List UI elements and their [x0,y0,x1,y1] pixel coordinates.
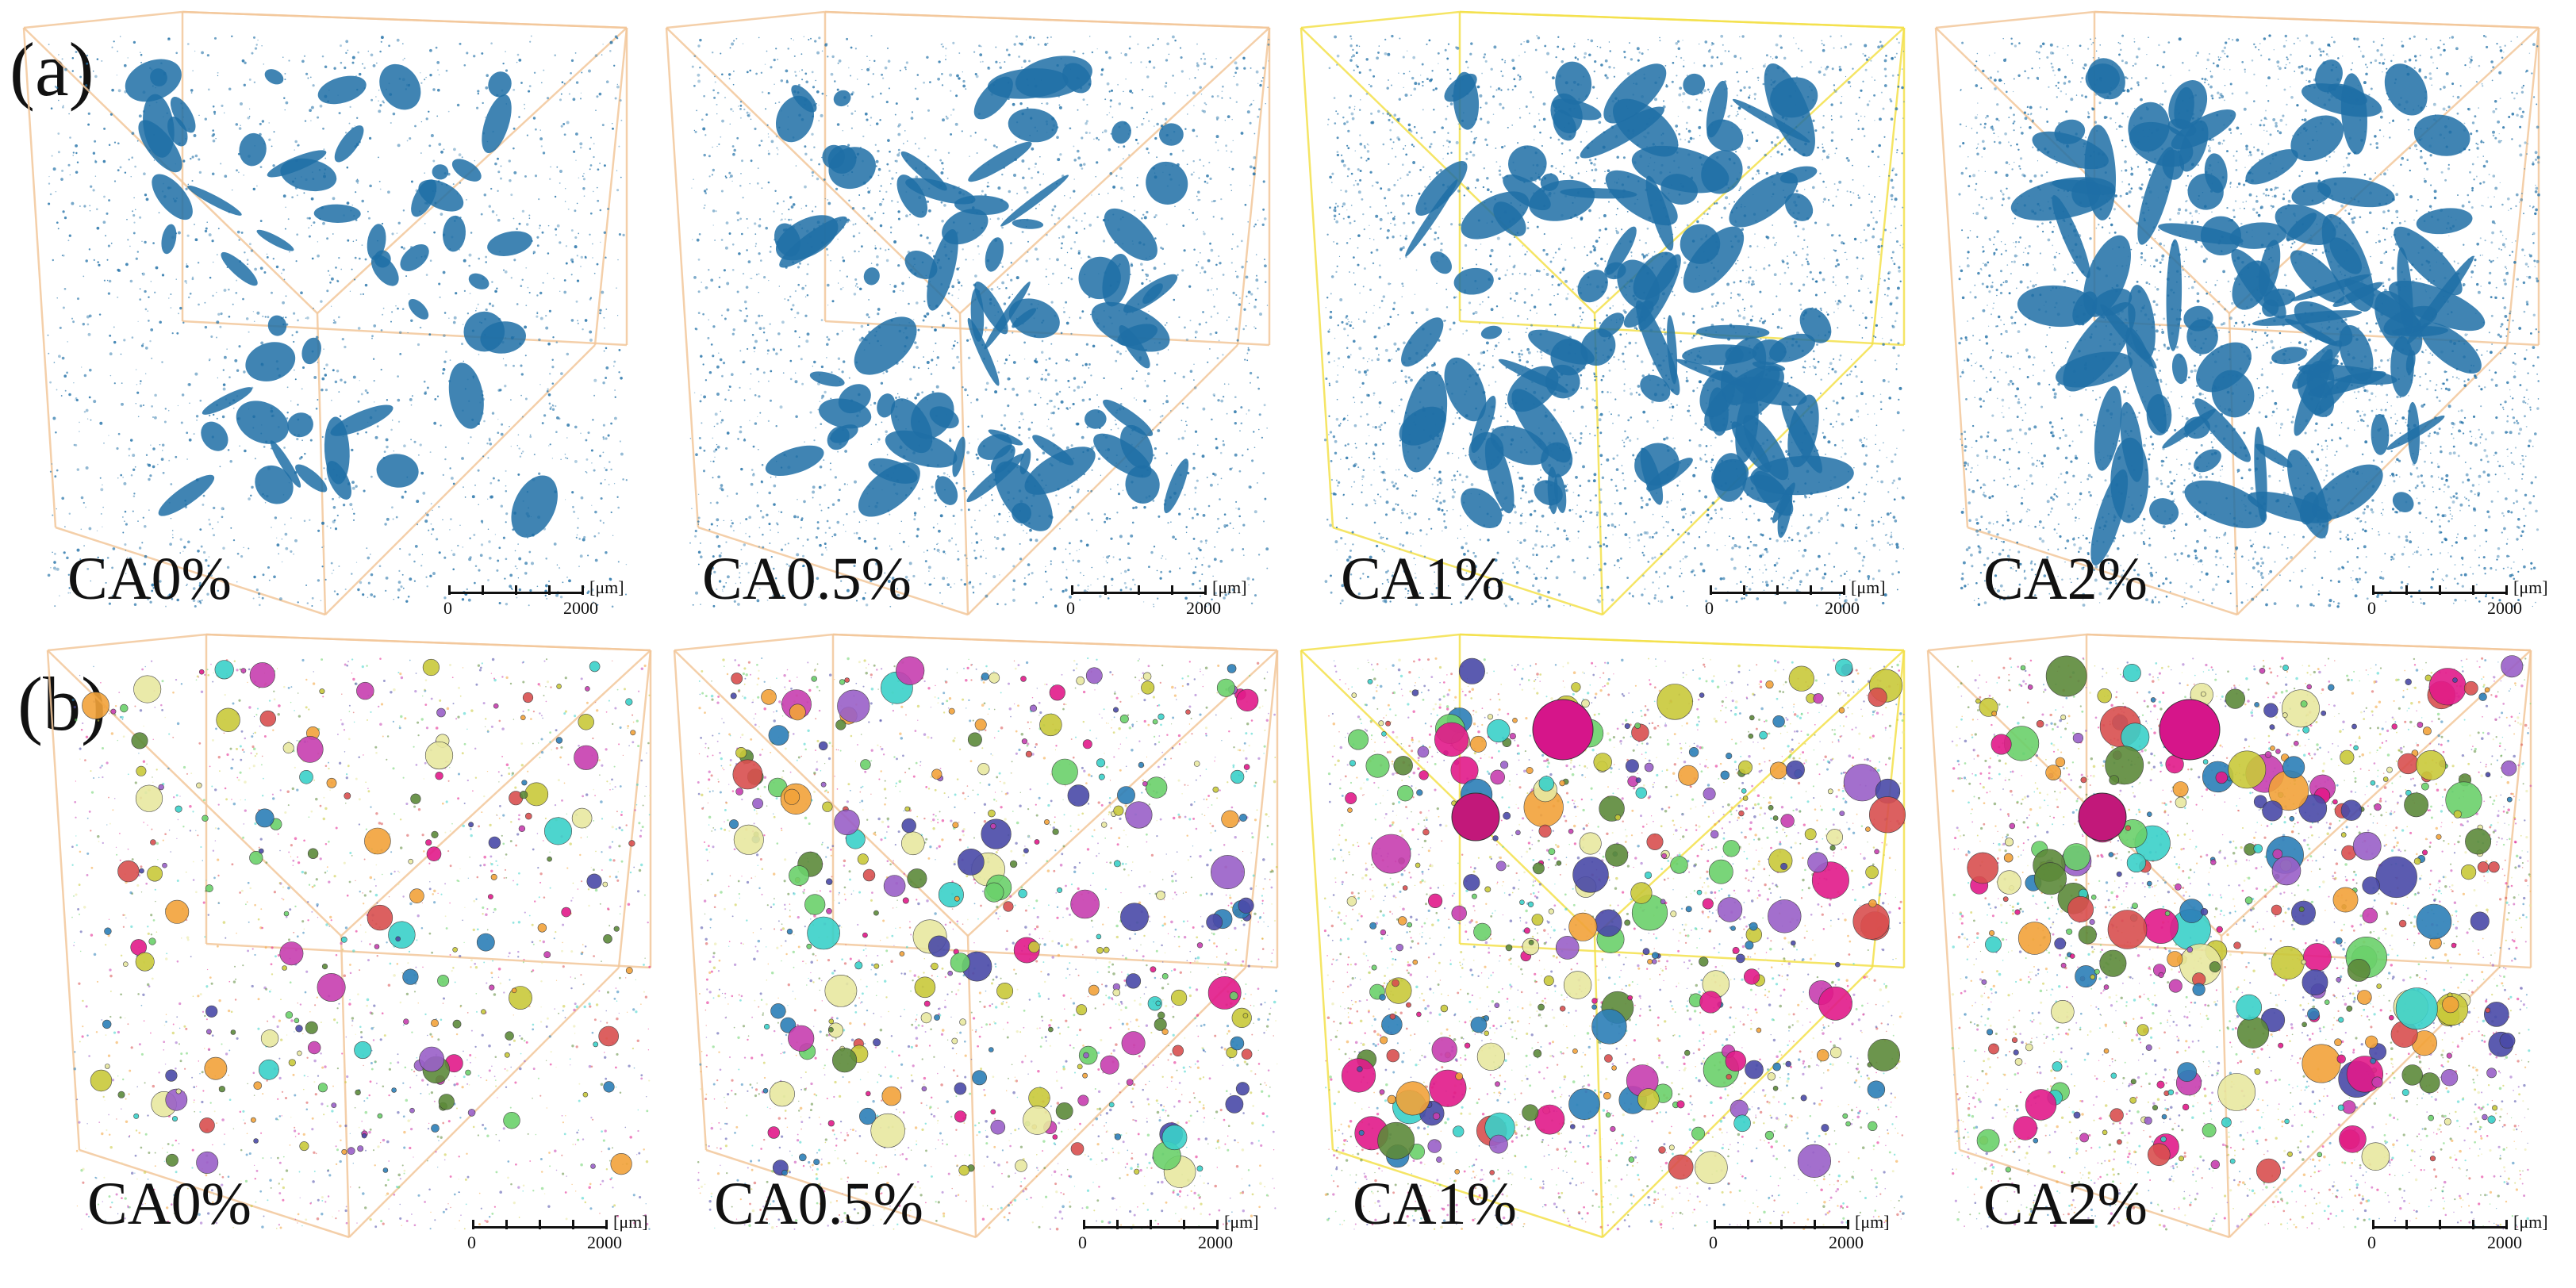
pore-cloud [697,656,1278,1231]
scale-unit: [μm] [1224,1212,1259,1232]
pore-spheres-render [1926,633,2532,1239]
pore-cloud [1951,655,2532,1231]
pore-cloud [1323,657,1906,1231]
scale-end: 2000 [1186,598,1221,619]
scale-bar: [μm] 0 2000 [1709,1212,1890,1267]
panel-a-3 [1934,10,2563,638]
scale-start: 0 [1066,598,1075,619]
scale-unit: [μm] [1212,577,1247,598]
sample-label: CA2% [1983,1174,2148,1234]
panel-a-1 [665,10,1293,638]
sample-label: CA0.5% [702,549,912,609]
panel-b-2 [1300,633,1928,1261]
sample-label: CA2% [1983,549,2148,609]
scale-unit: [μm] [1855,1212,1890,1232]
scale-end: 2000 [2487,1232,2522,1253]
sample-label: CA1% [1353,1174,1517,1234]
scale-end: 2000 [2487,598,2522,619]
pore-cloud [1958,34,2540,608]
scale-start: 0 [1705,598,1714,619]
pore-network-render [1300,10,1906,616]
pore-network-render [1934,10,2540,616]
panel-b-0 [46,633,674,1261]
scale-start: 0 [1709,1232,1718,1253]
sample-label: CA0% [67,549,232,609]
scale-start: 0 [2367,1232,2376,1253]
scale-start: 0 [2367,598,2376,619]
panel-b-3 [1926,633,2555,1261]
scale-bar: [μm] 0 2000 [2367,577,2548,633]
scale-end: 2000 [1829,1232,1864,1253]
scale-unit: [μm] [2513,577,2548,598]
scale-bar: [μm] 0 2000 [467,1212,648,1267]
scale-unit: [μm] [613,1212,648,1232]
pore-cloud [47,35,628,608]
scale-unit: [μm] [2513,1212,2548,1232]
scale-bar: [μm] 0 2000 [2367,1212,2548,1267]
scale-start: 0 [1078,1232,1087,1253]
sample-label: CA0.5% [714,1174,923,1234]
pore-spheres-render [1300,633,1906,1239]
cube-wireframe [665,10,1271,616]
cube-wireframe [46,633,652,1239]
pore-cloud [689,35,1270,608]
scale-unit: [μm] [1851,577,1886,598]
pore-spheres-render [673,633,1279,1239]
panel-b-1 [673,633,1301,1261]
scale-bar: [μm] 0 2000 [1705,577,1886,633]
scale-end: 2000 [1198,1232,1233,1253]
pore-network-render [665,10,1271,616]
scale-end: 2000 [563,598,598,619]
scale-end: 2000 [587,1232,622,1253]
sample-label: CA1% [1341,549,1505,609]
panel-a-0 [22,10,651,638]
scale-bar: [μm] 0 2000 [1066,577,1247,633]
scale-start: 0 [443,598,452,619]
row-label-a: (a) [10,32,94,108]
scale-bar: [μm] 0 2000 [443,577,624,633]
scale-unit: [μm] [589,577,624,598]
scale-end: 2000 [1825,598,1860,619]
panel-a-2 [1300,10,1928,638]
pore-cloud [71,657,651,1230]
pore-network-render [22,10,628,616]
scale-bar: [μm] 0 2000 [1078,1212,1259,1267]
pore-spheres-render [46,633,652,1239]
sample-label: CA0% [87,1174,251,1234]
pore-cloud [1323,34,1905,608]
scale-start: 0 [467,1232,476,1253]
